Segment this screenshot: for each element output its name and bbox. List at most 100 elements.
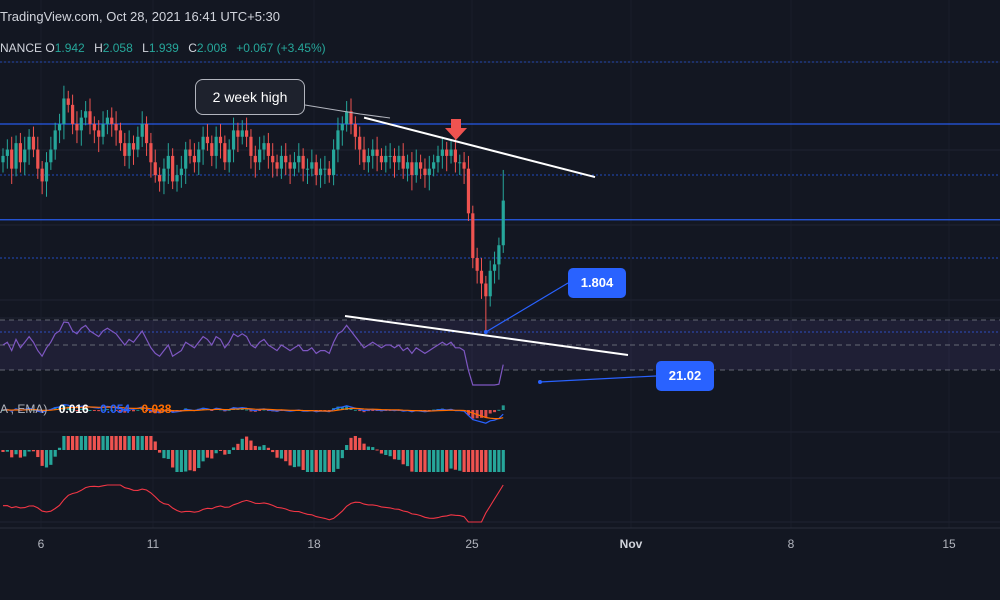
momentum-bar	[332, 450, 336, 472]
momentum-bar	[440, 450, 444, 472]
oscillator-line	[2, 484, 504, 523]
candle-body	[436, 155, 440, 163]
momentum-bar	[445, 450, 449, 472]
macd-bar	[136, 409, 140, 411]
candle-body	[127, 143, 131, 156]
momentum-bar	[366, 446, 370, 450]
momentum-bar	[405, 450, 410, 467]
macd-bar	[71, 409, 75, 411]
candle-body	[340, 124, 344, 131]
momentum-bar	[314, 450, 318, 472]
candle-body	[288, 162, 292, 169]
momentum-bar	[249, 440, 253, 450]
candle-body	[123, 143, 127, 156]
macd-bar	[258, 410, 262, 411]
candle-body	[171, 155, 175, 182]
candle-body	[49, 149, 53, 163]
candle-body	[310, 162, 314, 169]
candle-body	[14, 143, 18, 169]
candle-body	[27, 136, 31, 150]
candle-body	[440, 149, 444, 156]
macd-bar	[262, 409, 266, 411]
momentum-bar	[397, 450, 401, 460]
momentum-bar	[327, 450, 331, 472]
candle-body	[144, 124, 149, 144]
momentum-bar	[79, 436, 83, 450]
candle-body	[62, 98, 66, 124]
candle-body	[153, 162, 157, 176]
momentum-bar	[44, 450, 49, 468]
momentum-bar	[471, 450, 475, 472]
momentum-bar	[140, 436, 144, 450]
momentum-bar	[245, 436, 249, 450]
price-label-tag[interactable]: 1.804	[568, 268, 626, 298]
candle-body	[427, 168, 431, 176]
candle-body	[405, 162, 410, 169]
candle-body	[249, 136, 253, 156]
momentum-bar	[371, 447, 375, 450]
momentum-bar	[201, 450, 205, 462]
momentum-bar	[75, 436, 79, 450]
momentum-bar	[188, 450, 192, 471]
candle-body	[388, 155, 392, 157]
momentum-bar	[479, 450, 484, 472]
candle-body	[188, 149, 192, 156]
momentum-bar	[105, 436, 109, 450]
momentum-bar	[436, 450, 440, 472]
candle-body	[484, 283, 488, 297]
momentum-bar	[88, 436, 92, 450]
macd-bar	[75, 410, 79, 411]
momentum-bar	[127, 436, 131, 450]
macd-bar	[40, 410, 44, 413]
x-tick: Nov	[619, 537, 643, 551]
momentum-bar	[492, 450, 497, 472]
macd-bar	[227, 409, 231, 411]
candle-body	[118, 130, 123, 144]
momentum-bar	[158, 450, 162, 453]
momentum-bar	[231, 447, 236, 450]
momentum-bar	[271, 450, 275, 453]
momentum-bar	[414, 450, 418, 472]
macd-bar	[123, 410, 127, 413]
candle-body	[332, 149, 336, 176]
macd-legend: A , EMA) 0.016 0.054 0.038	[0, 402, 171, 416]
candle-body	[349, 111, 353, 124]
candle-body	[305, 168, 310, 170]
macd-bar	[358, 410, 362, 412]
annotation-2-week-high[interactable]: 2 week high	[195, 79, 305, 115]
candle-body	[231, 130, 236, 150]
histogram-value: 0.038	[141, 402, 172, 416]
candle-body	[136, 136, 140, 150]
macd-bar	[245, 409, 249, 411]
candle-body	[240, 130, 244, 137]
rsi-label-tag[interactable]: 21.02	[656, 361, 714, 391]
momentum-bar	[340, 450, 344, 459]
momentum-bar	[144, 436, 149, 450]
candle-body	[371, 149, 375, 156]
momentum-bar	[379, 450, 384, 454]
momentum-bar	[227, 450, 231, 454]
momentum-bar	[123, 436, 127, 450]
momentum-bar	[401, 450, 405, 465]
macd-bar	[1, 410, 5, 411]
rsi-bounds	[0, 319, 1000, 371]
momentum-bar	[192, 450, 196, 472]
macd-bar	[340, 406, 344, 410]
rsi-trendline	[344, 315, 629, 356]
momentum-bar	[223, 450, 227, 455]
candle-body	[84, 111, 88, 118]
time-axis[interactable]: 6 11 18 25 Nov 8 15	[0, 528, 1000, 600]
momentum-bar	[36, 450, 40, 458]
ohlc-open-label: O	[45, 41, 55, 55]
candle-body	[445, 149, 449, 156]
momentum-bar	[375, 449, 379, 451]
macd-bar	[132, 410, 135, 412]
candle-body	[131, 143, 136, 150]
candle-body	[262, 143, 266, 150]
candle-body	[179, 168, 183, 176]
momentum-bar	[210, 450, 214, 459]
macd-bar	[484, 410, 488, 418]
momentum-bar	[305, 450, 310, 472]
macd-bar	[149, 410, 153, 413]
